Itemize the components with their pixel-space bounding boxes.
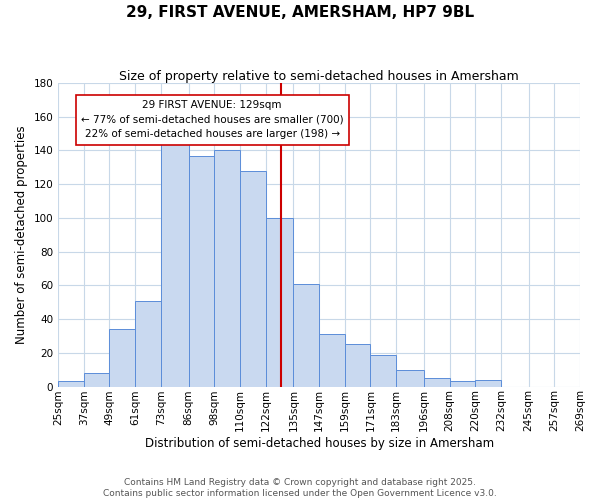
Bar <box>188 156 214 386</box>
Bar <box>293 284 319 387</box>
Bar <box>58 382 84 386</box>
Bar <box>214 150 240 386</box>
Bar <box>84 373 109 386</box>
Bar <box>135 300 161 386</box>
Bar <box>424 378 449 386</box>
Bar <box>240 170 266 386</box>
Bar <box>370 354 396 386</box>
Bar <box>319 334 345 386</box>
Title: Size of property relative to semi-detached houses in Amersham: Size of property relative to semi-detach… <box>119 70 519 83</box>
Bar <box>266 218 293 386</box>
Bar <box>396 370 424 386</box>
Bar <box>345 344 370 387</box>
Text: 29 FIRST AVENUE: 129sqm
← 77% of semi-detached houses are smaller (700)
22% of s: 29 FIRST AVENUE: 129sqm ← 77% of semi-de… <box>81 100 343 140</box>
Y-axis label: Number of semi-detached properties: Number of semi-detached properties <box>15 126 28 344</box>
Bar <box>475 380 501 386</box>
X-axis label: Distribution of semi-detached houses by size in Amersham: Distribution of semi-detached houses by … <box>145 437 494 450</box>
Text: 29, FIRST AVENUE, AMERSHAM, HP7 9BL: 29, FIRST AVENUE, AMERSHAM, HP7 9BL <box>126 5 474 20</box>
Bar <box>109 329 135 386</box>
Text: Contains HM Land Registry data © Crown copyright and database right 2025.
Contai: Contains HM Land Registry data © Crown c… <box>103 478 497 498</box>
Bar <box>449 382 475 386</box>
Bar <box>161 134 188 386</box>
